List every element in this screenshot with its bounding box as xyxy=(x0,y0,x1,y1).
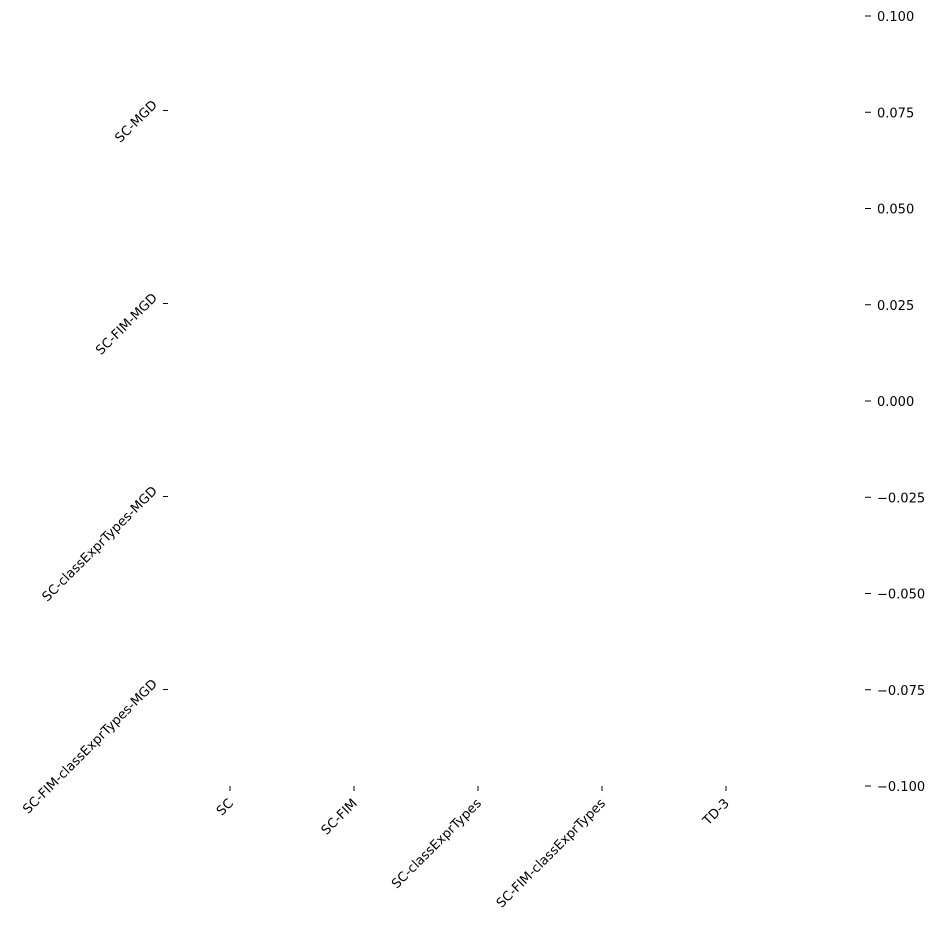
heatmap-cell-3-4 xyxy=(664,593,788,786)
x-tick-label-td-3: TD-3 xyxy=(700,796,733,829)
colorbar-tick-label: 0.050 xyxy=(877,203,914,218)
x-axis: SC SC-FIM SC-classExprTypes SC-FIM-classExp… xyxy=(214,786,733,911)
heatmap-cell-0-3 xyxy=(540,14,664,207)
y-tick-label-sc-fim-mgd: SC-FIM-MGD xyxy=(93,291,161,359)
heatmap-cell-0-1 xyxy=(292,14,416,207)
heatmap-cell-1-2 xyxy=(416,207,540,400)
colorbar-tick-label: −0.075 xyxy=(877,684,925,699)
x-tick-label-sc-fim: SC-FIM xyxy=(319,796,361,838)
heatmap-cell-0-4 xyxy=(664,14,788,207)
heatmap-cell-3-2 xyxy=(416,593,540,786)
heatmap-cell-2-2 xyxy=(416,400,540,593)
heatmap-cell-0-2 xyxy=(416,14,540,207)
y-axis: SC-MGD SC-FIM-MGD SC-classExprTypes-MGD SC-… xyxy=(20,98,168,817)
y-tick-label-sc-classexprtypes-mgd: SC-classExprTypes-MGD xyxy=(40,484,161,605)
colorbar-tick-label: 0.075 xyxy=(877,106,914,121)
x-tick-label-sc: SC xyxy=(214,796,237,819)
colorbar-tick-label: −0.050 xyxy=(877,588,925,603)
colorbar-tick-label: 0.025 xyxy=(877,299,914,314)
heatmap-cell-3-1 xyxy=(292,593,416,786)
colorbar-tick-label: −0.100 xyxy=(877,780,925,795)
heatmap-cell-1-3 xyxy=(540,207,664,400)
y-tick-label-sc-mgd: SC-MGD xyxy=(113,98,161,146)
x-tick-label-sc-fim-classexprtypes: SC-FIM-classExprTypes xyxy=(494,796,609,911)
heatmap-cell-1-0 xyxy=(168,207,292,400)
colorbar-tick-label: 0.000 xyxy=(877,395,914,410)
y-tick-label-sc-fim-classexprtypes-mgd: SC-FIM-classExprTypes-MGD xyxy=(20,677,160,817)
heatmap-cell-2-3 xyxy=(540,400,664,593)
x-tick-label-sc-classexprtypes: SC-classExprTypes xyxy=(389,796,485,892)
heatmap-cells xyxy=(168,14,788,786)
heatmap-cell-1-1 xyxy=(292,207,416,400)
colorbar: −0.100 −0.075 −0.050 −0.025 0.000 0.025 0.050 0… xyxy=(865,10,925,795)
colorbar-tick-label: −0.025 xyxy=(877,491,925,506)
heatmap-cell-1-4 xyxy=(664,207,788,400)
heatmap-cell-0-0 xyxy=(168,14,292,207)
heatmap-cell-2-4 xyxy=(664,400,788,593)
heatmap-cell-3-0 xyxy=(168,593,292,786)
heatmap-cell-2-0 xyxy=(168,400,292,593)
colorbar-tick-label: 0.100 xyxy=(877,10,914,25)
heatmap-cell-2-1 xyxy=(292,400,416,593)
heatmap-cell-3-3 xyxy=(540,593,664,786)
